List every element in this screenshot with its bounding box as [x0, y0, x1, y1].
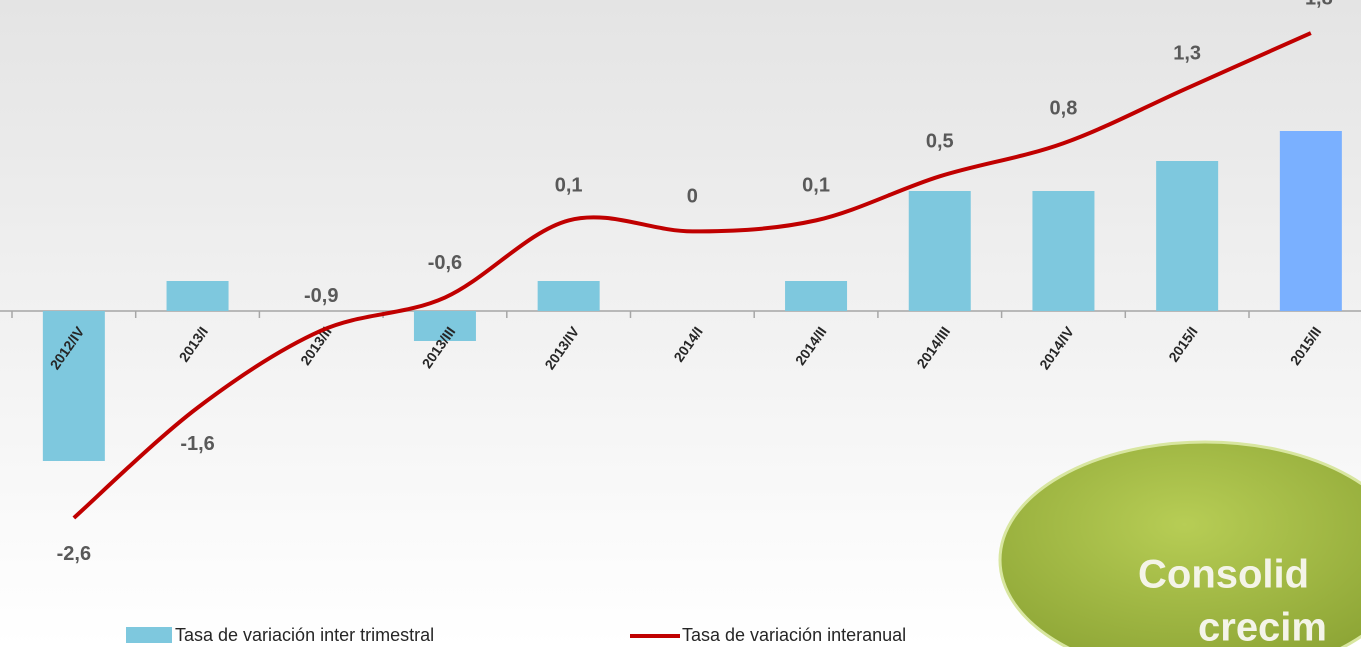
data-label: 0,1 — [555, 175, 583, 197]
legend-label: Tasa de variación interanual — [682, 625, 906, 645]
bar — [1156, 161, 1219, 311]
data-label: 0,5 — [926, 131, 954, 153]
data-label: 0,1 — [802, 175, 830, 197]
callout-text: Consolid — [1138, 553, 1309, 597]
bar — [413, 311, 476, 341]
data-label: 0,8 — [1050, 98, 1078, 120]
data-label: -0,9 — [304, 285, 338, 307]
bar — [166, 281, 229, 311]
bar — [1032, 191, 1095, 311]
bar — [42, 311, 105, 461]
data-label: -1,6 — [180, 433, 214, 455]
bar — [785, 281, 848, 311]
data-label: 0 — [687, 186, 698, 208]
line — [72, 31, 1312, 520]
legend-swatch — [126, 627, 172, 643]
data-label: -0,6 — [428, 252, 462, 274]
bar — [1279, 131, 1342, 311]
callout-shape — [998, 440, 1361, 647]
bar — [537, 281, 600, 311]
bar — [908, 191, 971, 311]
data-label: -2,6 — [57, 543, 91, 565]
data-label: 1,8 — [1305, 0, 1333, 9]
callout-text: crecim — [1198, 606, 1327, 647]
legend-label: Tasa de variación inter trimestral — [175, 625, 434, 645]
data-label: 1,3 — [1173, 42, 1201, 64]
